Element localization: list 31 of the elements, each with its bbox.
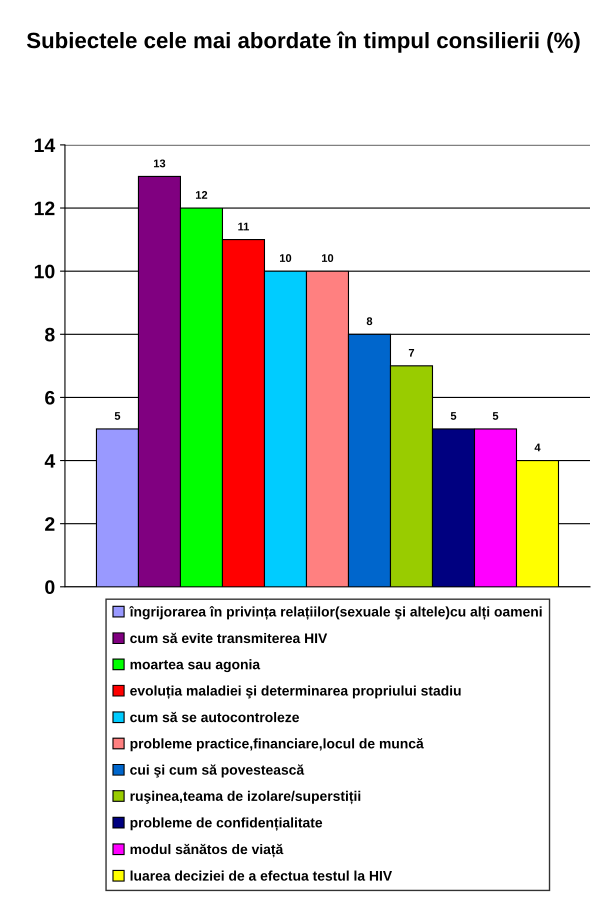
y-tick-label: 0 — [45, 580, 54, 594]
data-label: 4 — [534, 444, 541, 452]
data-label: 11 — [238, 222, 250, 230]
legend-label: evoluția maladiei şi determinarea propriului stadiu — [130, 685, 461, 699]
legend-label: îngrijorarea în privința relațiilor(sexuale şi altele)cu alți oameni — [129, 606, 542, 620]
chart-title: Subiectele cele mai abordate în timpul consilierii (%) — [26, 32, 580, 53]
data-label: 12 — [196, 191, 208, 199]
legend-label: moartea sau agonia — [130, 659, 260, 672]
data-label: 13 — [154, 159, 166, 168]
legend-label: luarea deciziei de a efectua testul la HIV — [130, 870, 392, 881]
data-label: 5 — [492, 412, 498, 420]
y-tick-label: 4 — [44, 454, 56, 468]
data-label: 8 — [366, 317, 372, 326]
legend-label: modul sănătos de viață — [130, 844, 284, 858]
legend-label: probleme practice,financiare,locul de muncă — [130, 738, 424, 752]
data-label: 5 — [114, 412, 120, 420]
y-tick-label: 2 — [45, 517, 54, 531]
y-tick-label: 10 — [34, 264, 54, 278]
y-tick-label: 14 — [34, 138, 56, 152]
legend-label: cum să evite transmiterea HIV — [130, 632, 328, 644]
legend-label: cum să se autocontroleze — [130, 712, 299, 722]
y-tick-label: 12 — [34, 201, 54, 216]
data-label: 10 — [280, 254, 292, 262]
y-tick-label: 6 — [45, 390, 55, 405]
legend-label: cui şi cum să povestească — [130, 764, 304, 778]
data-label: 5 — [450, 412, 456, 420]
data-label: 7 — [408, 348, 414, 357]
legend-label: ruşinea,teama de izolare/superstiții — [130, 790, 360, 804]
legend-label: probleme de confidențialitate — [130, 817, 322, 831]
data-label: 10 — [322, 254, 334, 262]
y-tick-label: 8 — [45, 328, 55, 342]
